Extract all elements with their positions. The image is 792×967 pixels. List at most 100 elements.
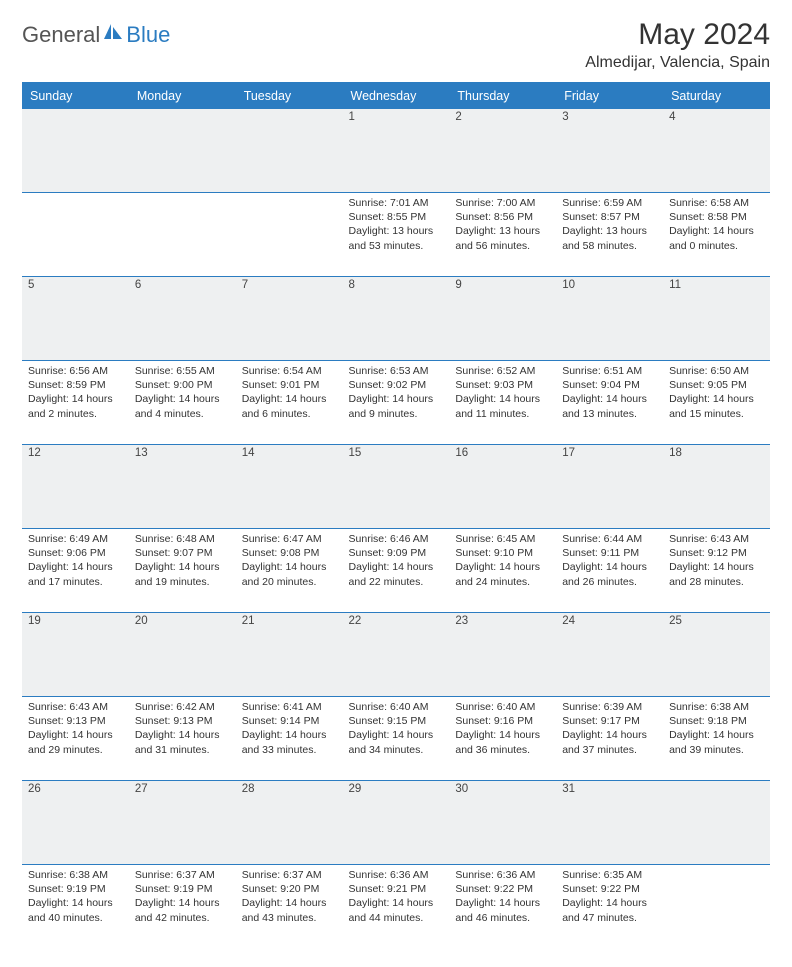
day-number: 12: [22, 445, 129, 461]
day-details: Sunrise: 6:36 AMSunset: 9:21 PMDaylight:…: [343, 865, 450, 929]
day-details: Sunrise: 6:42 AMSunset: 9:13 PMDaylight:…: [129, 697, 236, 761]
sunrise-text: Sunrise: 6:40 AM: [349, 700, 444, 714]
daylight-text: Daylight: 13 hours and 56 minutes.: [455, 224, 550, 252]
sunset-text: Sunset: 9:11 PM: [562, 546, 657, 560]
dow-fri: Friday: [556, 83, 663, 109]
day-cell: Sunrise: 6:44 AMSunset: 9:11 PMDaylight:…: [556, 529, 663, 613]
daylight-text: Daylight: 14 hours and 43 minutes.: [242, 896, 337, 924]
day-details: Sunrise: 6:59 AMSunset: 8:57 PMDaylight:…: [556, 193, 663, 257]
week-content-row: Sunrise: 6:43 AM Sunset: 9:13 PM Daylight:…: [22, 697, 770, 781]
day-number: 31: [556, 781, 663, 797]
day-number: 9: [449, 277, 556, 293]
sunrise-text: Sunrise: 6:58 AM: [669, 196, 764, 210]
daylight-text: Daylight: 14 hours and 36 minutes.: [455, 728, 550, 756]
day-details: Sunrise: 6:54 AMSunset: 9:01 PMDaylight:…: [236, 361, 343, 425]
day-cell: Sunrise: 6:49 AMSunset: 9:06 PMDaylight:…: [22, 529, 129, 613]
week-content-row: Sunrise: 6:38 AMSunset: 9:19 PMDaylight:…: [22, 865, 770, 949]
day-number-cell: 27: [129, 781, 236, 865]
day-number: [129, 109, 236, 113]
day-details: Sunrise: 6:44 AMSunset: 9:11 PMDaylight:…: [556, 529, 663, 593]
day-cell: Sunrise: 7:01 AMSunset: 8:55 PMDaylight:…: [343, 193, 450, 277]
sunset-text: Sunset: 9:16 PM: [455, 714, 550, 728]
day-cell: [129, 193, 236, 277]
day-number-cell: 5: [22, 277, 129, 361]
daylight-text: Daylight: 14 hours and 40 minutes.: [28, 896, 123, 924]
day-cell: Sunrise: 6:41 AMSunset: 9:14 PMDaylight:…: [236, 697, 343, 781]
sunrise-text: Sunrise: 6:50 AM: [669, 364, 764, 378]
daylight-text: Daylight: 13 hours and 53 minutes.: [349, 224, 444, 252]
day-number: 7: [236, 277, 343, 293]
sunrise-text: Sunrise: 6:43 AM: [28, 700, 123, 714]
day-cell: Sunrise: 6:40 AMSunset: 9:16 PMDaylight:…: [449, 697, 556, 781]
day-cell: Sunrise: 6:55 AMSunset: 9:00 PMDaylight:…: [129, 361, 236, 445]
day-cell: Sunrise: 6:53 AMSunset: 9:02 PMDaylight:…: [343, 361, 450, 445]
day-number-cell: 30: [449, 781, 556, 865]
day-details: Sunrise: 6:41 AMSunset: 9:14 PMDaylight:…: [236, 697, 343, 761]
calendar-page: General Blue May 2024 Almedijar, Valenci…: [0, 0, 792, 967]
day-number-cell: 20: [129, 613, 236, 697]
daylight-text: Daylight: 14 hours and 33 minutes.: [242, 728, 337, 756]
day-details: Sunrise: 6:40 AMSunset: 9:15 PMDaylight:…: [343, 697, 450, 761]
day-number: 16: [449, 445, 556, 461]
day-details: Sunrise: 6:43 AMSunset: 9:12 PMDaylight:…: [663, 529, 770, 593]
sunset-text: Sunset: 9:17 PM: [562, 714, 657, 728]
day-cell: Sunrise: 6:48 AMSunset: 9:07 PMDaylight:…: [129, 529, 236, 613]
day-cell: Sunrise: 6:58 AMSunset: 8:58 PMDaylight:…: [663, 193, 770, 277]
sunset-text: Sunset: 9:09 PM: [349, 546, 444, 560]
sail-icon: [102, 22, 124, 48]
sunrise-text: Sunrise: 6:53 AM: [349, 364, 444, 378]
day-cell: Sunrise: 6:35 AMSunset: 9:22 PMDaylight:…: [556, 865, 663, 949]
daylight-text: Daylight: 14 hours and 17 minutes.: [28, 560, 123, 588]
day-cell: Sunrise: 6:38 AMSunset: 9:19 PMDaylight:…: [22, 865, 129, 949]
daylight-text: Daylight: 14 hours and 24 minutes.: [455, 560, 550, 588]
day-number: 15: [343, 445, 450, 461]
day-number: 8: [343, 277, 450, 293]
sunrise-text: Sunrise: 6:43 AM: [669, 532, 764, 546]
week-daynum-row: 567891011: [22, 277, 770, 361]
day-details: Sunrise: 6:45 AMSunset: 9:10 PMDaylight:…: [449, 529, 556, 593]
day-details: Sunrise: 7:01 AMSunset: 8:55 PMDaylight:…: [343, 193, 450, 257]
day-number: 19: [22, 613, 129, 629]
sunrise-text: Sunrise: 6:36 AM: [455, 868, 550, 882]
day-cell: [22, 193, 129, 277]
day-number-cell: 12: [22, 445, 129, 529]
week-daynum-row: 19202122232425: [22, 613, 770, 697]
sunset-text: Sunset: 9:12 PM: [669, 546, 764, 560]
day-cell: Sunrise: 6:42 AMSunset: 9:13 PMDaylight:…: [129, 697, 236, 781]
month-title: May 2024: [638, 18, 770, 52]
daylight-text: Daylight: 14 hours and 46 minutes.: [455, 896, 550, 924]
day-cell: Sunrise: 6:45 AMSunset: 9:10 PMDaylight:…: [449, 529, 556, 613]
daylight-text: Daylight: 14 hours and 44 minutes.: [349, 896, 444, 924]
day-cell: Sunrise: 6:43 AMSunset: 9:13 PMDaylight:…: [22, 697, 129, 781]
day-number: 23: [449, 613, 556, 629]
day-number-cell: 2: [449, 109, 556, 193]
day-details: Sunrise: 6:38 AMSunset: 9:18 PMDaylight:…: [663, 697, 770, 761]
day-cell: Sunrise: 7:00 AMSunset: 8:56 PMDaylight:…: [449, 193, 556, 277]
day-details: Sunrise: 6:43 AMSunset: 9:13 PMDaylight:…: [22, 697, 129, 761]
day-number-cell: [129, 109, 236, 193]
day-cell: Sunrise: 6:36 AMSunset: 9:21 PMDaylight:…: [343, 865, 450, 949]
day-number-cell: 19: [22, 613, 129, 697]
sunset-text: Sunset: 9:21 PM: [349, 882, 444, 896]
header: General Blue May 2024: [22, 18, 770, 52]
sunrise-text: Sunrise: 6:39 AM: [562, 700, 657, 714]
day-details: Sunrise: 6:53 AMSunset: 9:02 PMDaylight:…: [343, 361, 450, 425]
day-details: [129, 193, 236, 200]
day-cell: Sunrise: 6:36 AMSunset: 9:22 PMDaylight:…: [449, 865, 556, 949]
day-number-cell: 15: [343, 445, 450, 529]
sunset-text: Sunset: 9:14 PM: [242, 714, 337, 728]
day-number: 17: [556, 445, 663, 461]
day-number: 11: [663, 277, 770, 293]
day-number: 13: [129, 445, 236, 461]
brand-part1: General: [22, 22, 100, 48]
sunset-text: Sunset: 9:13 PM: [135, 714, 230, 728]
daylight-text: Daylight: 14 hours and 22 minutes.: [349, 560, 444, 588]
sunrise-text: Sunrise: 6:49 AM: [28, 532, 123, 546]
sunrise-text: Sunrise: 6:47 AM: [242, 532, 337, 546]
sunrise-text: Sunrise: 6:37 AM: [242, 868, 337, 882]
day-number-cell: 23: [449, 613, 556, 697]
sunset-text: Sunset: 9:01 PM: [242, 378, 337, 392]
day-number: 26: [22, 781, 129, 797]
day-number: 29: [343, 781, 450, 797]
week-content-row: Sunrise: 7:01 AMSunset: 8:55 PMDaylight:…: [22, 193, 770, 277]
